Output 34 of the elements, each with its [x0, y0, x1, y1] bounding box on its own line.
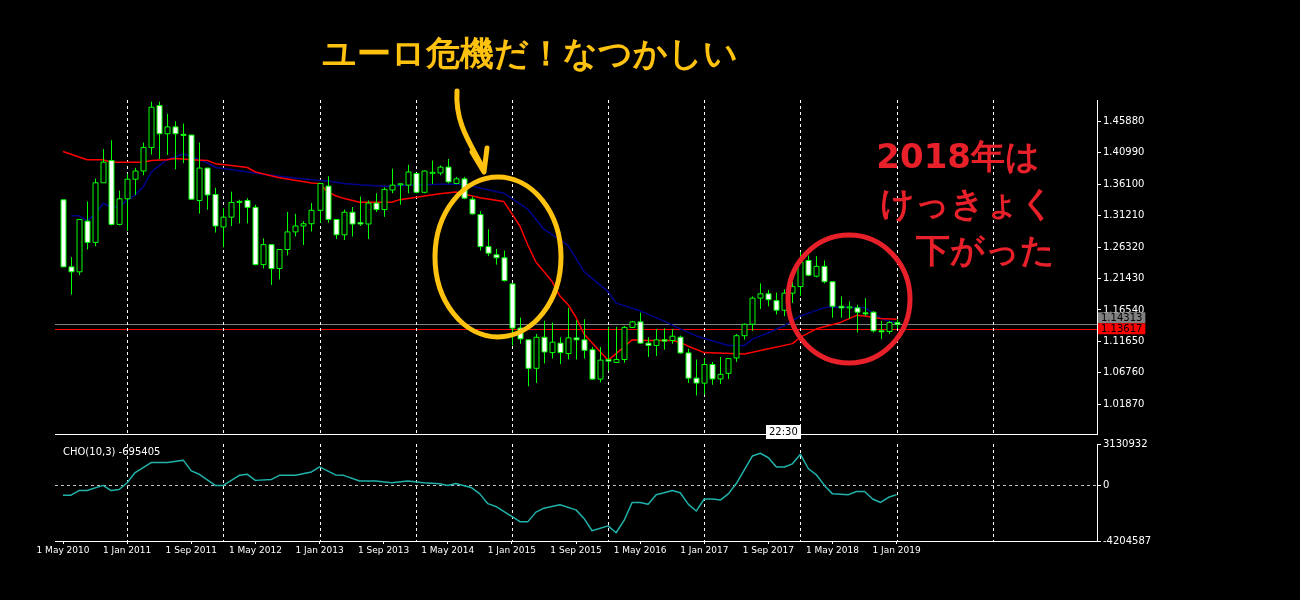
- x-tick-label: 1 Jan 2019: [872, 544, 921, 555]
- y-tick-label: 0: [1103, 479, 1110, 490]
- x-tick-label: 1 Sep 2017: [742, 544, 795, 555]
- y-tick-label: 1.11650: [1103, 334, 1145, 346]
- y-tick-label: 1.40990: [1103, 146, 1145, 158]
- y-tick-label: 1.21430: [1103, 272, 1145, 284]
- ref-line-label: 1.13617: [1101, 322, 1143, 334]
- y-tick-label: 1.31210: [1103, 209, 1145, 221]
- annotation: 2018年は: [875, 136, 1040, 176]
- annotation: 22:30: [766, 425, 801, 439]
- y-tick-label: 1.01870: [1103, 397, 1145, 409]
- x-tick-label: 1 May 2016: [613, 544, 667, 555]
- x-tick-label: 1 Jan 2011: [103, 544, 152, 555]
- x-tick-label: 1 Sep 2011: [165, 544, 217, 555]
- ref-line-label: 1.14313: [1101, 311, 1143, 323]
- y-tick-label: 1.36100: [1103, 177, 1145, 189]
- y-tick-label: 1.06760: [1103, 366, 1145, 378]
- y-tick-label: 3130932: [1103, 437, 1148, 449]
- text: ユーロ危機だ！なつかしい: [321, 33, 739, 73]
- annotation: けっきょく: [879, 183, 1055, 223]
- x-tick-label: 1 Sep 2015: [550, 544, 602, 555]
- x-tick-label: 1 May 2012: [228, 544, 282, 555]
- chart-title: CHO(10,3) -695405: [63, 445, 161, 457]
- annotation: 下がった: [915, 230, 1055, 270]
- x-tick-label: 1 Jan 2017: [680, 544, 729, 555]
- x-tick-label: 1 Jan 2015: [487, 544, 536, 555]
- x-tick-label: 1 May 2014: [421, 544, 475, 555]
- x-tick-label: 1 Sep 2013: [357, 544, 410, 555]
- x-tick-label: 1 Jan 2013: [295, 544, 344, 555]
- y-tick-label: -4204587: [1103, 534, 1152, 546]
- x-tick-label: 1 May 2018: [806, 544, 860, 555]
- y-tick-label: 1.45880: [1103, 114, 1145, 126]
- y-tick-label: 1.26320: [1103, 240, 1145, 252]
- x-tick-label: 1 May 2010: [36, 544, 90, 555]
